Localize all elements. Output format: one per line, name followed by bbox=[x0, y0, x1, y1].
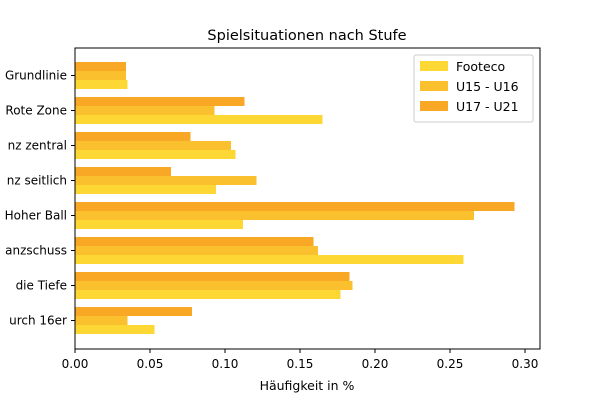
bar-u17-u21-0 bbox=[75, 62, 126, 71]
bar-u17-u21-2 bbox=[75, 132, 191, 141]
chart-title: Spielsituationen nach Stufe bbox=[207, 28, 406, 44]
legend: Footeco U15 - U16 U17 - U21 bbox=[413, 54, 534, 123]
x-axis-label: Häufigkeit in % bbox=[260, 378, 355, 393]
x-axis-ticks: 0.00 0.05 0.10 0.15 0.20 0.25 0.30 bbox=[62, 349, 539, 371]
y-tick-label: nz seitlich bbox=[7, 174, 67, 188]
x-tick-label: 0.30 bbox=[512, 357, 539, 371]
bar-u15-u16-0 bbox=[75, 71, 126, 80]
bar-u17-u21-5 bbox=[75, 237, 314, 246]
bar-u15-u16-5 bbox=[75, 246, 318, 255]
y-tick-label: Rote Zone bbox=[5, 104, 67, 118]
bar-u15-u16-4 bbox=[75, 211, 474, 220]
bar-u17-u21-1 bbox=[75, 97, 245, 106]
legend-swatch bbox=[420, 101, 448, 111]
bar-footeco-2 bbox=[75, 150, 236, 159]
x-tick-label: 0.20 bbox=[362, 357, 389, 371]
legend-swatch bbox=[420, 61, 448, 71]
bar-footeco-3 bbox=[75, 185, 216, 194]
x-tick-label: 0.00 bbox=[62, 357, 89, 371]
y-tick-label: die Tiefe bbox=[16, 279, 67, 293]
y-tick-label: Grundlinie bbox=[5, 69, 67, 83]
bar-footeco-1 bbox=[75, 115, 323, 124]
x-tick-label: 0.05 bbox=[137, 357, 164, 371]
legend-label: U15 - U16 bbox=[456, 79, 519, 94]
x-tick-label: 0.15 bbox=[287, 357, 314, 371]
legend-label: Footeco bbox=[456, 59, 505, 74]
bar-footeco-6 bbox=[75, 290, 341, 299]
bar-u17-u21-4 bbox=[75, 202, 515, 211]
bar-u17-u21-7 bbox=[75, 307, 192, 316]
bar-footeco-7 bbox=[75, 325, 155, 334]
bar-footeco-0 bbox=[75, 80, 128, 89]
y-tick-label: nz zentral bbox=[8, 139, 67, 153]
bar-footeco-4 bbox=[75, 220, 243, 229]
x-tick-label: 0.25 bbox=[437, 357, 464, 371]
plot-frame bbox=[74, 47, 541, 350]
legend-swatch bbox=[420, 81, 448, 91]
y-tick-label: Hoher Ball bbox=[5, 209, 67, 223]
bar-u15-u16-2 bbox=[75, 141, 231, 150]
bar-footeco-5 bbox=[75, 255, 464, 264]
y-tick-label: anzschuss bbox=[5, 244, 67, 258]
y-tick-label: urch 16er bbox=[9, 314, 67, 328]
bar-u15-u16-6 bbox=[75, 281, 353, 290]
y-axis-ticks: Grundlinie Rote Zone nz zentral nz seitlich… bbox=[5, 69, 75, 328]
bar-u17-u21-6 bbox=[75, 272, 350, 281]
bar-u15-u16-1 bbox=[75, 106, 215, 115]
bar-u15-u16-7 bbox=[75, 316, 128, 325]
bar-u17-u21-3 bbox=[75, 167, 171, 176]
legend-label: U17 - U21 bbox=[456, 99, 519, 114]
bars-group bbox=[75, 62, 515, 334]
bar-u15-u16-3 bbox=[75, 176, 257, 185]
x-tick-label: 0.10 bbox=[212, 357, 239, 371]
